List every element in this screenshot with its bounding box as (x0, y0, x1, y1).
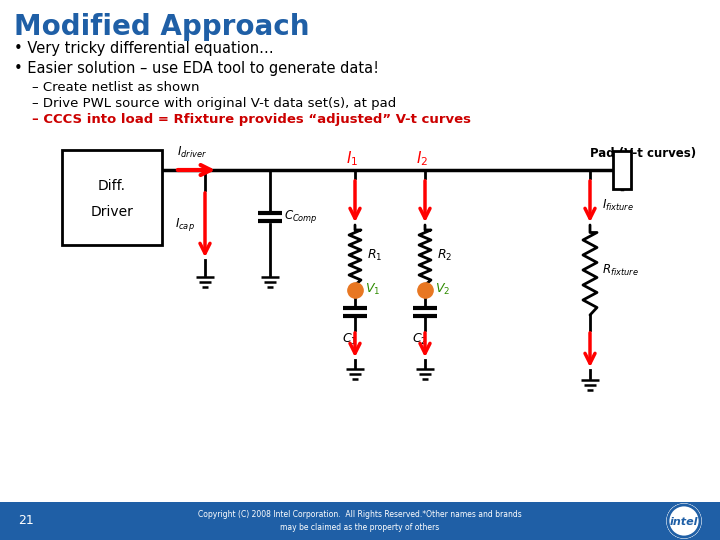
Text: $I_1$: $I_1$ (346, 149, 358, 168)
Text: $I_2$: $I_2$ (416, 149, 428, 168)
Text: Modified Approach: Modified Approach (14, 13, 310, 41)
Text: • Easier solution – use EDA tool to generate data!: • Easier solution – use EDA tool to gene… (14, 61, 379, 76)
Text: $I_{driver}$: $I_{driver}$ (177, 145, 207, 160)
Text: $V_2$: $V_2$ (435, 281, 450, 296)
Circle shape (667, 504, 701, 538)
Circle shape (667, 504, 701, 538)
Bar (62, 150, 162, 245)
Text: $R_{fixture}$: $R_{fixture}$ (602, 262, 639, 278)
Text: Copyright (C) 2008 Intel Corporation.  All Rights Reserved.*Other names and bran: Copyright (C) 2008 Intel Corporation. Al… (198, 510, 522, 532)
Bar (613, 151, 631, 189)
Text: intel: intel (670, 517, 698, 527)
Text: $C_{Comp}$: $C_{Comp}$ (284, 208, 318, 226)
Text: $R_1$: $R_1$ (367, 247, 382, 262)
Text: Diff.: Diff. (98, 179, 126, 193)
Text: $C_1$: $C_1$ (342, 332, 358, 347)
Text: $V_1$: $V_1$ (365, 281, 380, 296)
Text: Pad (V-t curves): Pad (V-t curves) (590, 147, 696, 160)
Text: $I_{fixture}$: $I_{fixture}$ (602, 198, 634, 213)
Text: Driver: Driver (91, 205, 133, 219)
Bar (0, 502, 720, 540)
Text: – Create netlist as shown: – Create netlist as shown (32, 81, 199, 94)
Text: – CCCS into load = Rfixture provides “adjusted” V-t curves: – CCCS into load = Rfixture provides “ad… (32, 113, 471, 126)
Text: – Drive PWL source with original V-t data set(s), at pad: – Drive PWL source with original V-t dat… (32, 97, 396, 110)
Text: 21: 21 (18, 515, 34, 528)
Text: $R_2$: $R_2$ (437, 247, 452, 262)
Text: $I_{cap}$: $I_{cap}$ (175, 217, 195, 233)
Text: $C_2$: $C_2$ (413, 332, 428, 347)
Text: • Very tricky differential equation…: • Very tricky differential equation… (14, 41, 274, 56)
